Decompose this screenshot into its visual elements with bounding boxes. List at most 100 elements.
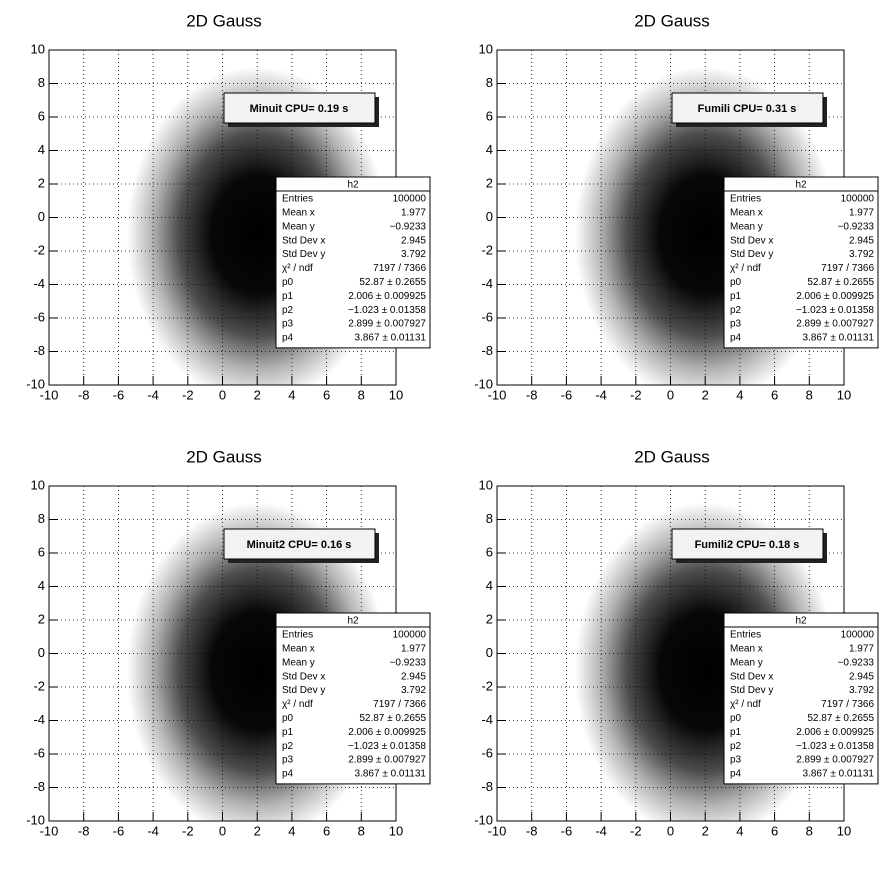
y-tick-label: 4	[486, 578, 493, 593]
y-tick-label: 4	[38, 142, 45, 157]
annotation-box	[223, 528, 376, 560]
x-tick-label: -2	[630, 823, 642, 838]
x-tick-label: 6	[771, 823, 778, 838]
x-tick-label: -10	[40, 823, 59, 838]
y-tick-label: 2	[38, 175, 45, 190]
stats-label: p1	[730, 291, 742, 302]
x-tick-label: 6	[323, 387, 330, 402]
stats-label: χ² / ndf	[282, 263, 313, 274]
x-tick-label: 10	[837, 823, 851, 838]
y-tick-label: -2	[33, 678, 45, 693]
annotation: Minuit2 CPU= 0.16 s	[247, 539, 352, 551]
panel: 2D Gauss -10 -8 -6 -4 -2 0 2 4 6 8 10 -10 -8 -6 -4 -2 0 2 4…	[474, 11, 879, 402]
stats-label: p1	[282, 727, 294, 738]
y-tick-label: 2	[486, 175, 493, 190]
stats-value: −0.9233	[390, 657, 427, 668]
y-tick-label: 6	[38, 544, 45, 559]
stats-label: p3	[730, 755, 742, 766]
stats-label: Mean y	[282, 657, 315, 668]
stats-label: Std Dev x	[282, 235, 325, 246]
stats-value: −0.9233	[390, 221, 427, 232]
y-tick-label: 10	[31, 41, 45, 56]
y-tick-label: -10	[474, 812, 493, 827]
x-tick-label: 8	[358, 823, 365, 838]
stats-label: Mean x	[730, 644, 763, 655]
x-tick-label: -8	[526, 823, 538, 838]
stats-label: p4	[282, 769, 294, 780]
stats-box	[723, 612, 879, 785]
stats-value: 2.006 ± 0.009925	[796, 727, 874, 738]
x-tick-label: -6	[561, 387, 573, 402]
x-tick-label: -4	[595, 387, 607, 402]
x-tick-label: 10	[837, 387, 851, 402]
x-tick-label: -4	[147, 387, 159, 402]
y-tick-label: -4	[33, 712, 45, 727]
x-tick-label: -8	[78, 387, 90, 402]
stats-value: 1.977	[401, 208, 426, 219]
stats-value: 7197 / 7366	[373, 699, 426, 710]
x-tick-label: 8	[358, 387, 365, 402]
y-tick-label: -4	[481, 712, 493, 727]
stats-value: 2.899 ± 0.007927	[348, 319, 426, 330]
stats-label: p2	[282, 305, 294, 316]
x-tick-label: -2	[630, 387, 642, 402]
stats-label: p3	[282, 755, 294, 766]
stats-label: p2	[730, 305, 742, 316]
stats-label: Entries	[730, 630, 761, 641]
stats-value: 3.792	[849, 685, 874, 696]
annotation-box	[671, 528, 824, 560]
stats-label: Mean x	[282, 208, 315, 219]
y-tick-label: -8	[33, 779, 45, 794]
x-tick-label: 0	[667, 387, 674, 402]
x-tick-label: 2	[254, 823, 261, 838]
x-tick-label: 0	[219, 823, 226, 838]
stats-label: p1	[730, 727, 742, 738]
stats-label: p0	[730, 713, 742, 724]
x-tick-label: -2	[182, 823, 194, 838]
y-tick-label: -4	[33, 276, 45, 291]
stats-value: −0.9233	[838, 657, 875, 668]
stats-value: 1.977	[401, 644, 426, 655]
y-tick-label: 0	[486, 209, 493, 224]
stats-value: 3.867 ± 0.01131	[355, 769, 427, 780]
stats-value: −1.023 ± 0.01358	[348, 741, 426, 752]
stats-label: p0	[282, 713, 294, 724]
x-tick-label: -6	[561, 823, 573, 838]
y-tick-label: 2	[486, 611, 493, 626]
chart-title: 2D Gauss	[186, 11, 262, 30]
stats-value: 7197 / 7366	[821, 263, 874, 274]
stats-label: p4	[730, 769, 742, 780]
stats-label: Std Dev y	[282, 685, 325, 696]
stats-value: 1.977	[849, 208, 874, 219]
y-tick-label: 6	[486, 108, 493, 123]
stats-value: 2.899 ± 0.007927	[796, 319, 874, 330]
stats-label: Mean y	[282, 221, 315, 232]
x-tick-label: 2	[702, 823, 709, 838]
stats-value: 2.945	[401, 235, 426, 246]
x-tick-label: 6	[323, 823, 330, 838]
stats-value: 2.006 ± 0.009925	[796, 291, 874, 302]
y-tick-label: 8	[38, 75, 45, 90]
stats-value: 3.867 ± 0.01131	[355, 333, 427, 344]
annotation-box	[671, 92, 824, 124]
stats-value: 52.87 ± 0.2655	[359, 277, 426, 288]
stats-label: p2	[730, 741, 742, 752]
y-tick-label: -2	[481, 678, 493, 693]
x-tick-label: 4	[736, 823, 743, 838]
stats-label: p0	[730, 277, 742, 288]
y-tick-label: -10	[26, 376, 45, 391]
stats-box	[275, 612, 431, 785]
y-tick-label: -6	[33, 309, 45, 324]
y-tick-label: -8	[481, 779, 493, 794]
x-tick-label: 6	[771, 387, 778, 402]
stats-value: 3.792	[849, 249, 874, 260]
stats-value: 52.87 ± 0.2655	[807, 713, 874, 724]
stats-label: p3	[282, 319, 294, 330]
stats-label: Entries	[282, 194, 313, 205]
y-tick-label: 2	[38, 611, 45, 626]
panel: 2D Gauss -10 -8 -6 -4 -2 0 2 4 6 8 10 -10 -8 -6 -4 -2 0 2 4…	[474, 447, 879, 838]
stats-value: 100000	[841, 630, 875, 641]
x-tick-label: -6	[113, 823, 125, 838]
chart-title: 2D Gauss	[634, 447, 710, 466]
stats-value: 7197 / 7366	[373, 263, 426, 274]
